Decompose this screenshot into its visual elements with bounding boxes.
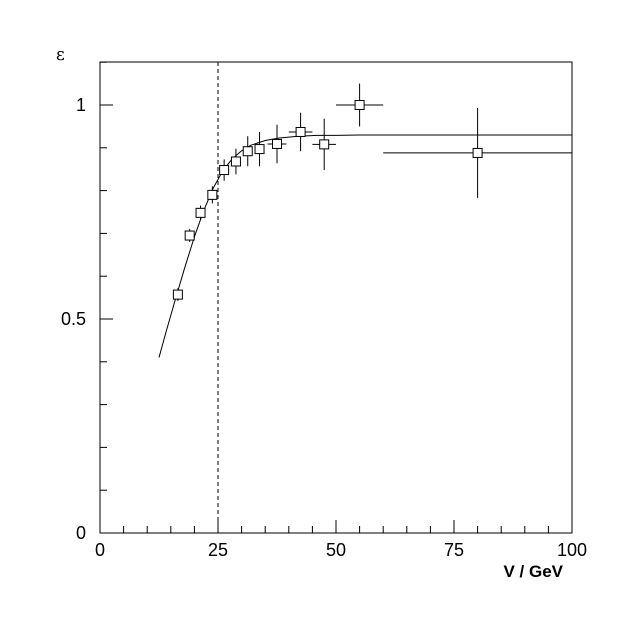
data-point — [312, 118, 336, 171]
x-tick-label: 75 — [444, 540, 464, 560]
fit-curve — [158, 134, 572, 358]
point-marker — [230, 156, 241, 167]
data-points — [172, 83, 572, 302]
y-axis-label: ε — [56, 45, 65, 65]
point-marker — [319, 139, 330, 150]
point-marker — [207, 189, 218, 200]
point-marker — [219, 165, 230, 176]
data-point — [184, 229, 195, 242]
point-marker — [472, 147, 483, 158]
y-tick-label: 0 — [76, 523, 86, 543]
data-point — [207, 186, 218, 204]
x-tick-label: 100 — [557, 540, 587, 560]
data-point — [254, 131, 265, 167]
data-point — [336, 83, 384, 127]
y-tick-label: 0.5 — [61, 309, 86, 329]
data-point — [230, 148, 241, 175]
x-axis-tick-labels: 0 25 50 75 100 — [95, 540, 587, 560]
point-marker — [242, 146, 253, 157]
data-point — [383, 107, 572, 198]
data-point — [195, 205, 206, 221]
data-point — [219, 159, 230, 181]
data-point — [172, 288, 183, 302]
x-tick-label: 0 — [95, 540, 105, 560]
point-marker — [172, 289, 183, 300]
y-tick-label: 1 — [76, 95, 86, 115]
plot-frame — [99, 61, 573, 534]
point-marker — [272, 138, 282, 149]
y-axis-ticks — [100, 61, 113, 534]
x-tick-label: 25 — [208, 540, 228, 560]
point-marker — [184, 230, 195, 241]
data-point — [242, 136, 253, 167]
point-marker — [354, 100, 365, 110]
data-point — [288, 112, 313, 152]
data-point — [267, 124, 287, 164]
x-tick-label: 50 — [326, 540, 346, 560]
x-axis-label: V / GeV — [503, 562, 563, 581]
x-axis-ticks — [99, 520, 573, 533]
point-marker — [195, 207, 206, 218]
point-marker — [254, 144, 265, 155]
y-axis-tick-labels: 00.51 — [61, 95, 86, 543]
point-marker — [295, 126, 306, 137]
